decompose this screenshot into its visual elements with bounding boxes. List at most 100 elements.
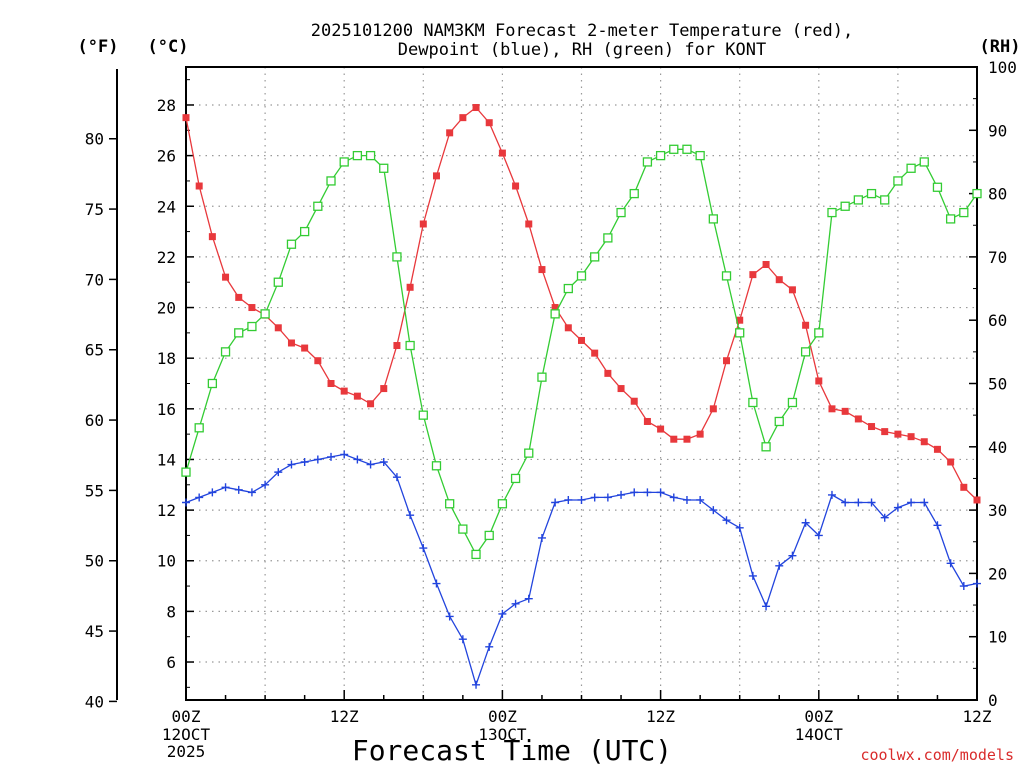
rh-point (669, 144, 679, 154)
celsius-axis: 6 8 10 12 14 16 18 20 22 24 26 28 (157, 79, 194, 688)
series-line-dewpoint (185, 453, 978, 687)
temperature-point (828, 405, 836, 413)
celsius-tick-label: 20 (157, 299, 176, 318)
rh-point (853, 195, 863, 205)
rh-point (945, 214, 956, 224)
x-axis-title: Forecast Time (UTC) (352, 734, 672, 767)
fahrenheit-tick-label: 75 (85, 200, 104, 219)
time-tick-date: 14OCT (795, 725, 844, 744)
temperature-point (736, 316, 744, 324)
fahrenheit-tick-label: 80 (85, 130, 104, 149)
dewpoint-point (841, 498, 850, 507)
temperature-point (512, 182, 520, 190)
rh-point (563, 283, 573, 294)
rh-point (352, 150, 363, 161)
rh-point (550, 309, 560, 319)
fahrenheit-tick-label: 70 (85, 270, 104, 289)
time-tick-year: 2025 (167, 742, 206, 761)
series-layer (181, 104, 982, 689)
temperature-point (195, 182, 203, 190)
temperature-point (960, 483, 968, 491)
temperature-point (907, 433, 915, 441)
dewpoint-point (880, 513, 889, 522)
temperature-point (643, 417, 651, 425)
series-rh (181, 144, 982, 560)
time-tick-label: 12Z (646, 707, 675, 726)
temperature-point (973, 496, 981, 504)
dewpoint-point (498, 609, 507, 618)
dewpoint-point (973, 579, 981, 588)
temperature-point (604, 369, 612, 377)
rh-tick-label: 50 (988, 375, 1007, 394)
temperature-point (920, 438, 928, 446)
dewpoint-point (274, 468, 283, 477)
dewpoint-point (300, 457, 309, 466)
temperature-point (723, 357, 731, 365)
dewpoint-point (617, 490, 626, 499)
dewpoint-point (208, 488, 217, 497)
rh-point (840, 201, 850, 211)
rh-point (247, 321, 257, 332)
dewpoint-point (748, 571, 757, 580)
credit-link[interactable]: coolwx.com/models (860, 746, 1014, 764)
rh-point (866, 188, 877, 199)
temperature-point (578, 336, 585, 344)
grid-lines (186, 67, 977, 700)
rh-tick-label: 60 (988, 311, 1007, 330)
rh-point (642, 157, 653, 167)
celsius-tick-label: 8 (166, 602, 176, 621)
rh-point (273, 277, 283, 287)
temperature-point (446, 129, 454, 137)
temperature-point (485, 119, 493, 127)
dewpoint-point (195, 493, 204, 502)
plot-frame (185, 66, 978, 701)
time-tick-label: 00Z (804, 707, 833, 726)
rh-tick-label: 20 (988, 564, 1007, 583)
rh-point (537, 372, 547, 382)
temperature-point (208, 233, 216, 241)
celsius-tick-label: 14 (157, 450, 176, 469)
rh-point (814, 328, 824, 338)
temperature-point (657, 425, 665, 433)
dewpoint-point (630, 488, 639, 497)
dewpoint-point (788, 551, 797, 560)
celsius-tick-label: 10 (157, 552, 176, 571)
dewpoint-point (261, 480, 270, 489)
rh-point (458, 524, 468, 534)
temperature-point (854, 415, 862, 423)
rh-point (655, 150, 666, 161)
rh-point (207, 378, 218, 389)
dewpoint-point (458, 635, 467, 644)
celsius-tick-label: 22 (157, 248, 176, 267)
time-tick-label: 00Z (488, 707, 517, 726)
temperature-point (749, 271, 757, 279)
rh-point (194, 423, 204, 433)
dewpoint-point (603, 493, 612, 502)
rh-point (471, 549, 481, 560)
temperature-point (630, 397, 638, 405)
chart-title-line2: Dewpoint (blue), RH (green) for KONT (398, 40, 766, 60)
temperature-point (393, 342, 401, 350)
rh-point (418, 410, 428, 420)
fahrenheit-tick-label: 65 (85, 341, 104, 360)
temperature-point (762, 260, 770, 268)
series-temperature (182, 104, 981, 504)
rh-point (735, 328, 745, 338)
rh-point (708, 214, 718, 224)
dewpoint-point (182, 498, 190, 507)
temperature-point (551, 304, 559, 312)
rh-point (603, 233, 613, 243)
dewpoint-point (669, 493, 678, 502)
temperature-point (327, 380, 335, 387)
rh-point (431, 461, 442, 471)
temperature-point (709, 405, 717, 413)
rh-point (286, 239, 297, 249)
dewpoint-point (867, 498, 876, 507)
rh-tick-label: 0 (988, 691, 998, 710)
temperature-point (248, 304, 256, 312)
dewpoint-point (353, 455, 362, 464)
dewpoint-point (893, 503, 902, 512)
dewpoint-point (827, 490, 836, 499)
temperature-point (591, 349, 599, 357)
